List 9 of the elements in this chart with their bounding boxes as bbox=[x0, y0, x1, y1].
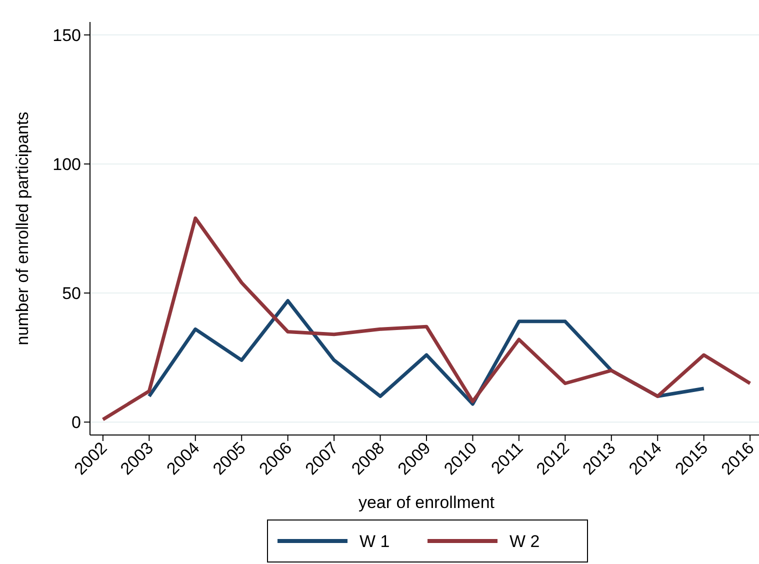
y-tick-label: 100 bbox=[52, 154, 81, 174]
y-tick-label: 50 bbox=[62, 284, 81, 303]
y-tick-label: 0 bbox=[72, 413, 81, 432]
line-series bbox=[101, 216, 752, 422]
legend-label: W 1 bbox=[360, 532, 390, 551]
y-axis-title: number of enrolled participants bbox=[13, 112, 32, 346]
x-axis-title: year of enrollment bbox=[358, 493, 495, 512]
y-tick-label: 150 bbox=[52, 26, 81, 45]
legend-label: W 2 bbox=[510, 532, 540, 551]
